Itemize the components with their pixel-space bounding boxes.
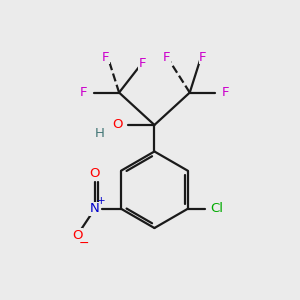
Text: N: N bbox=[90, 202, 100, 215]
Text: F: F bbox=[80, 86, 88, 99]
Text: F: F bbox=[199, 51, 207, 64]
Text: H: H bbox=[95, 127, 105, 140]
Text: F: F bbox=[102, 51, 110, 64]
Text: +: + bbox=[97, 196, 106, 206]
Text: O: O bbox=[89, 167, 100, 180]
Text: F: F bbox=[221, 86, 229, 99]
Text: O: O bbox=[112, 118, 123, 131]
Text: −: − bbox=[78, 237, 89, 250]
Text: F: F bbox=[139, 57, 146, 70]
Text: F: F bbox=[162, 51, 170, 64]
Text: O: O bbox=[72, 229, 83, 242]
Text: Cl: Cl bbox=[211, 202, 224, 215]
